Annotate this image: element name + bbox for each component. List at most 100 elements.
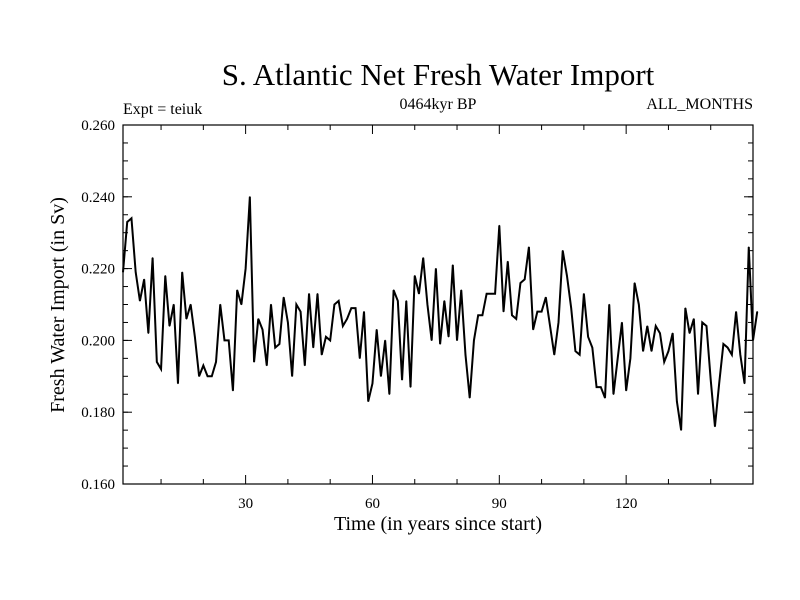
y-tick-label: 0.260 <box>81 118 115 134</box>
data-point <box>642 350 644 352</box>
data-point <box>507 260 509 263</box>
data-point <box>524 278 526 280</box>
months-label: ALL_MONTHS <box>646 96 753 113</box>
data-point <box>384 339 386 341</box>
data-point <box>168 325 171 327</box>
data-point <box>143 278 145 280</box>
data-point <box>393 289 395 291</box>
data-point <box>414 275 416 277</box>
data-point <box>735 311 737 313</box>
data-point <box>701 321 703 324</box>
data-point <box>583 293 585 295</box>
data-point <box>667 350 670 352</box>
data-point <box>460 289 462 291</box>
data-point <box>312 346 314 349</box>
data-point <box>359 357 361 359</box>
data-point <box>283 296 285 298</box>
data-point <box>232 390 234 392</box>
data-point <box>240 303 242 306</box>
data-point <box>452 264 454 266</box>
data-point <box>130 217 133 219</box>
y-tick-label: 0.220 <box>81 262 115 278</box>
tick-labels: 0.160 0.180 0.200 0.220 0.240 0.260 30 60 90 120 <box>81 118 637 512</box>
data-point <box>502 311 505 313</box>
data-point <box>426 303 429 306</box>
data-point <box>659 332 661 334</box>
data-point <box>380 375 382 377</box>
data-point <box>693 318 695 320</box>
data-point <box>646 325 648 327</box>
data-point <box>190 303 192 306</box>
data-point <box>274 346 276 349</box>
data-point <box>181 271 183 273</box>
data-point <box>549 325 551 327</box>
data-point <box>299 311 302 313</box>
data-point <box>316 293 319 295</box>
data-point <box>206 375 209 377</box>
chart-title: S. Atlantic Net Fresh Water Import <box>222 57 655 92</box>
data-point <box>245 268 247 270</box>
data-point <box>173 303 175 306</box>
data-point <box>591 346 593 349</box>
data-point <box>608 303 610 306</box>
data-point <box>139 300 141 302</box>
data-point <box>329 339 331 341</box>
data-point <box>536 311 538 313</box>
data-point <box>325 336 327 338</box>
x-tick-label: 120 <box>615 496 638 512</box>
data-point <box>338 300 340 302</box>
data-point <box>376 329 378 331</box>
data-point <box>156 361 158 363</box>
data-point <box>257 318 259 320</box>
data-point <box>676 400 678 403</box>
data-point <box>481 314 483 316</box>
data-point <box>600 386 602 388</box>
data-point <box>756 311 758 313</box>
x-tick-label: 60 <box>365 496 380 512</box>
data-point <box>321 354 323 356</box>
data-point <box>663 361 665 363</box>
data-point <box>697 393 699 395</box>
data-point <box>253 361 255 363</box>
data-point <box>528 246 530 248</box>
data-point <box>511 314 513 316</box>
data-point <box>211 375 213 377</box>
plot-frame <box>122 124 754 485</box>
data-point <box>160 368 162 370</box>
data-point <box>367 400 369 403</box>
data-point <box>194 336 196 338</box>
data-point <box>587 336 589 338</box>
data-point <box>477 314 479 316</box>
data-point <box>308 293 310 295</box>
data-point <box>215 361 217 363</box>
data-point <box>566 275 568 277</box>
data-point <box>354 307 357 309</box>
data-point <box>147 332 149 334</box>
data-point <box>151 257 154 259</box>
data-point <box>562 250 564 252</box>
data-point <box>431 339 433 341</box>
data-point <box>278 343 281 345</box>
data-point <box>540 311 543 313</box>
y-tick-label: 0.200 <box>81 333 115 349</box>
data-point <box>350 307 352 309</box>
data-point <box>270 303 272 306</box>
data-point <box>739 354 741 356</box>
data-point <box>228 339 230 341</box>
data-point <box>266 364 268 367</box>
data-point <box>405 300 407 302</box>
data-point <box>486 293 488 295</box>
data-point <box>722 343 725 345</box>
data-point <box>574 350 577 352</box>
data-point <box>333 303 336 306</box>
data-point <box>126 221 128 223</box>
x-tick-label: 90 <box>492 496 507 512</box>
data-point <box>710 379 712 381</box>
experiment-label: Expt = teiuk <box>123 101 202 118</box>
data-point <box>346 318 348 320</box>
data-point <box>219 303 221 306</box>
data-point <box>498 224 500 227</box>
data-point <box>557 321 560 324</box>
data-point <box>684 307 686 309</box>
